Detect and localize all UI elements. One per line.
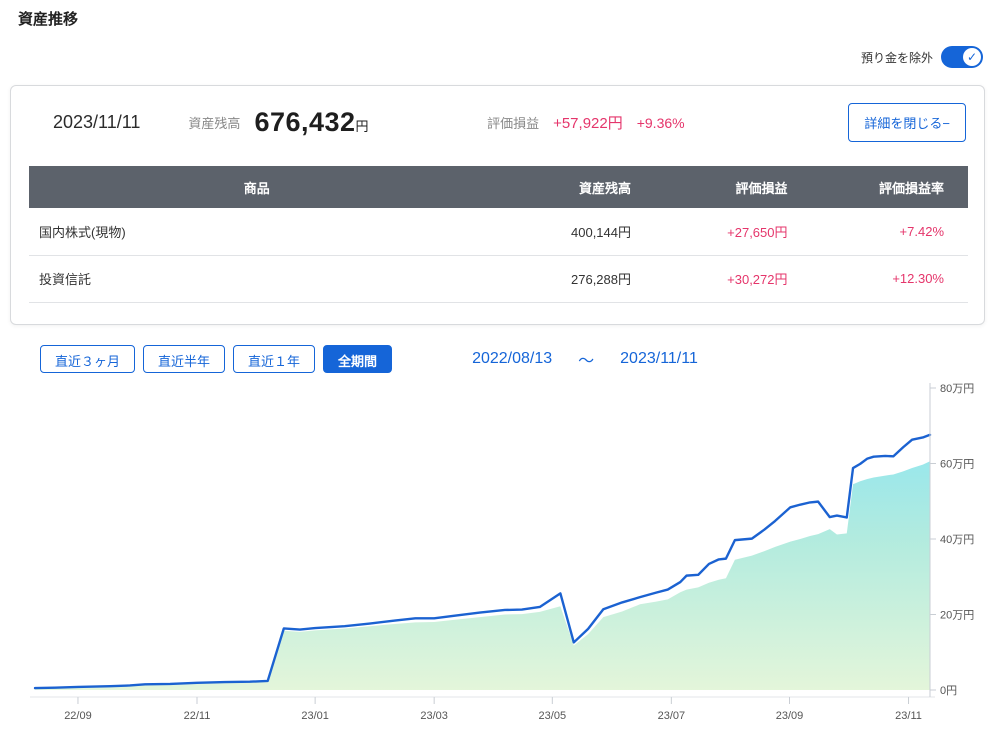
period-button-half-year[interactable]: 直近半年 [143,345,226,373]
asset-chart-svg: 0円 20万円 40万円 60万円 80万円 22/09 22/11 23/01 23/03 23… [30,383,974,722]
asset-summary-card: 2023/11/11 資産残高 676,432円 評価損益 +57,922円 +… [10,85,985,325]
balance-label: 資産残高 [188,116,241,131]
x-axis-tick-label: 23/07 [658,710,686,722]
balance-value: 676,432円 [254,107,370,137]
close-detail-button[interactable]: 詳細を閉じる− [848,103,966,142]
asset-table: 商品 資産残高 評価損益 評価損益率 国内株式(現物) 400,144円 +27… [29,166,968,303]
row-pl-rate: +12.30% [811,255,968,303]
asset-table-header-row: 商品 資産残高 評価損益 評価損益率 [29,166,968,208]
date-range: 2022/08/13 ～ 2023/11/11 [472,347,698,371]
page-title: 資産推移 [18,11,79,28]
row-product: 投資信託 [29,255,499,303]
y-axis-tick-label: 0円 [940,685,957,697]
balance-group: 資産残高 676,432円 [188,107,369,138]
range-separator: ～ [578,353,595,370]
row-pl-rate: +7.42% [811,208,968,256]
x-axis-tick-label: 23/09 [776,710,804,722]
range-start-date: 2022/08/13 [472,350,553,367]
row-balance: 276,288円 [498,255,655,303]
balance-unit: 円 [355,119,370,134]
x-axis-tick-label: 23/03 [420,710,448,722]
x-axis-tick-label: 23/11 [895,710,922,722]
period-selector-row: 直近３ヶ月 直近半年 直近１年 全期間 2022/08/13 ～ 2023/11… [40,345,698,373]
x-axis-tick-label: 22/09 [64,710,92,722]
y-axis-tick-label: 80万円 [940,383,974,395]
row-balance: 400,144円 [498,208,655,256]
toggle-label: 預り金を除外 [860,50,933,65]
y-axis-tick-label: 20万円 [940,610,974,622]
header-balance: 資産残高 [498,166,655,208]
exclude-deposit-toggle[interactable]: ✓ [941,46,983,68]
summary-row: 2023/11/11 資産残高 676,432円 評価損益 +57,922円 +… [11,86,984,142]
header-product: 商品 [29,166,499,208]
y-axis-tick-label: 40万円 [940,534,974,546]
pl-percent: +9.36% [636,114,685,131]
pl-group: 評価損益 +57,922円 +9.36% [487,112,685,133]
period-button-1year[interactable]: 直近１年 [233,345,316,373]
period-button-all[interactable]: 全期間 [323,345,393,373]
asset-chart: 0円 20万円 40万円 60万円 80万円 22/09 22/11 23/01 23/03 23… [0,375,995,730]
period-button-3months[interactable]: 直近３ヶ月 [40,345,136,373]
pl-label: 評価損益 [487,116,540,131]
table-row: 投資信託 276,288円 +30,272円 +12.30% [29,255,968,303]
y-axis-tick-label: 60万円 [940,459,974,471]
x-axis-tick-label: 22/11 [184,710,211,722]
x-axis-tick-label: 23/01 [301,710,329,722]
header-pl: 評価損益 [655,166,812,208]
row-pl: +27,650円 [655,208,812,256]
range-end-date: 2023/11/11 [620,350,698,367]
row-pl: +30,272円 [655,255,812,303]
pl-value: +57,922円 [553,115,623,132]
summary-date: 2023/11/11 [53,112,141,132]
toggle-check-icon: ✓ [963,48,981,66]
row-product: 国内株式(現物) [29,208,499,256]
table-row: 国内株式(現物) 400,144円 +27,650円 +7.42% [29,208,968,256]
exclude-deposit-toggle-row: 預り金を除外 ✓ [861,46,983,68]
header-pl-rate: 評価損益率 [811,166,968,208]
x-axis-tick-label: 23/05 [539,710,567,722]
